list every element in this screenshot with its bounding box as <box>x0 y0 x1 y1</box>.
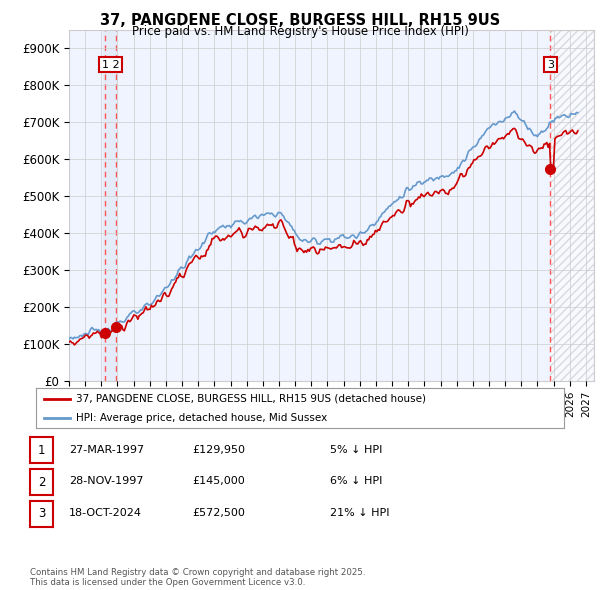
Text: £145,000: £145,000 <box>192 477 245 486</box>
Text: Price paid vs. HM Land Registry's House Price Index (HPI): Price paid vs. HM Land Registry's House … <box>131 25 469 38</box>
Text: 5% ↓ HPI: 5% ↓ HPI <box>330 445 382 454</box>
Bar <box>103 30 118 381</box>
Text: 2: 2 <box>38 476 45 489</box>
Text: 18-OCT-2024: 18-OCT-2024 <box>69 509 142 518</box>
Text: £129,950: £129,950 <box>192 445 245 454</box>
Text: HPI: Average price, detached house, Mid Sussex: HPI: Average price, detached house, Mid … <box>76 413 327 422</box>
Text: 21% ↓ HPI: 21% ↓ HPI <box>330 509 389 518</box>
Text: 1: 1 <box>38 444 45 457</box>
Text: 27-MAR-1997: 27-MAR-1997 <box>69 445 144 454</box>
Text: 1 2: 1 2 <box>102 60 119 70</box>
Text: Contains HM Land Registry data © Crown copyright and database right 2025.
This d: Contains HM Land Registry data © Crown c… <box>30 568 365 587</box>
Text: 3: 3 <box>547 60 554 70</box>
Text: 37, PANGDENE CLOSE, BURGESS HILL, RH15 9US (detached house): 37, PANGDENE CLOSE, BURGESS HILL, RH15 9… <box>76 394 425 404</box>
Text: £572,500: £572,500 <box>192 509 245 518</box>
Text: 28-NOV-1997: 28-NOV-1997 <box>69 477 143 486</box>
Text: 37, PANGDENE CLOSE, BURGESS HILL, RH15 9US: 37, PANGDENE CLOSE, BURGESS HILL, RH15 9… <box>100 13 500 28</box>
Text: 3: 3 <box>38 507 45 520</box>
Text: 6% ↓ HPI: 6% ↓ HPI <box>330 477 382 486</box>
